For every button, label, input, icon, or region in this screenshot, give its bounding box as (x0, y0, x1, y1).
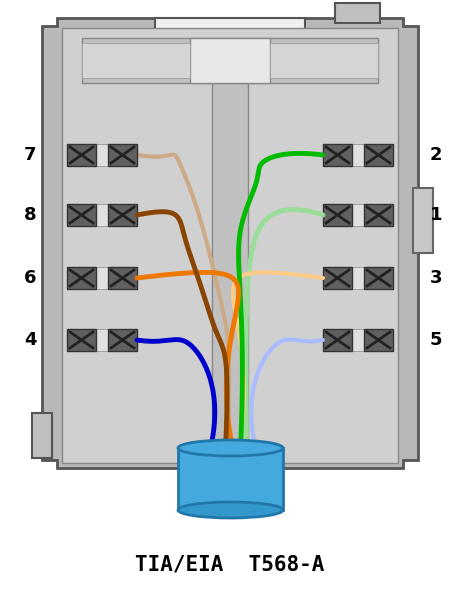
Bar (322, 267, 392, 289)
Text: 7: 7 (24, 146, 36, 164)
Bar (108, 267, 137, 289)
Text: 1: 1 (429, 206, 441, 224)
Bar (67, 204, 137, 226)
Bar (67, 144, 96, 166)
Bar (108, 204, 137, 226)
Bar (67, 267, 137, 289)
Bar (155, 18, 304, 63)
Bar (108, 144, 137, 166)
Bar (67, 329, 96, 351)
Bar (322, 267, 351, 289)
Bar (363, 267, 392, 289)
Bar (67, 144, 137, 166)
Bar (67, 329, 137, 351)
Bar (82, 43, 190, 78)
Bar (322, 329, 392, 351)
Bar (322, 144, 351, 166)
Bar (363, 329, 392, 351)
Ellipse shape (178, 440, 282, 456)
Bar (322, 204, 392, 226)
Bar (334, 3, 379, 23)
Bar (108, 329, 137, 351)
Bar (322, 204, 351, 226)
Bar (212, 83, 247, 453)
Bar (62, 28, 397, 463)
Bar (363, 144, 392, 166)
Bar (412, 188, 432, 253)
Text: 2: 2 (429, 146, 441, 164)
Bar (32, 413, 52, 458)
Text: 6: 6 (24, 269, 36, 287)
Bar (178, 448, 282, 510)
Bar (190, 38, 269, 83)
Bar (67, 204, 96, 226)
Bar (363, 204, 392, 226)
Text: 4: 4 (24, 331, 36, 349)
Text: TIA/EIA  T568-A: TIA/EIA T568-A (135, 555, 324, 575)
Text: 5: 5 (429, 331, 441, 349)
Bar (269, 43, 377, 78)
Bar (82, 38, 377, 83)
Text: 8: 8 (23, 206, 36, 224)
Bar (322, 329, 351, 351)
Ellipse shape (178, 502, 282, 518)
Bar (67, 267, 96, 289)
Polygon shape (42, 18, 417, 468)
Text: 3: 3 (429, 269, 441, 287)
Bar (322, 144, 392, 166)
